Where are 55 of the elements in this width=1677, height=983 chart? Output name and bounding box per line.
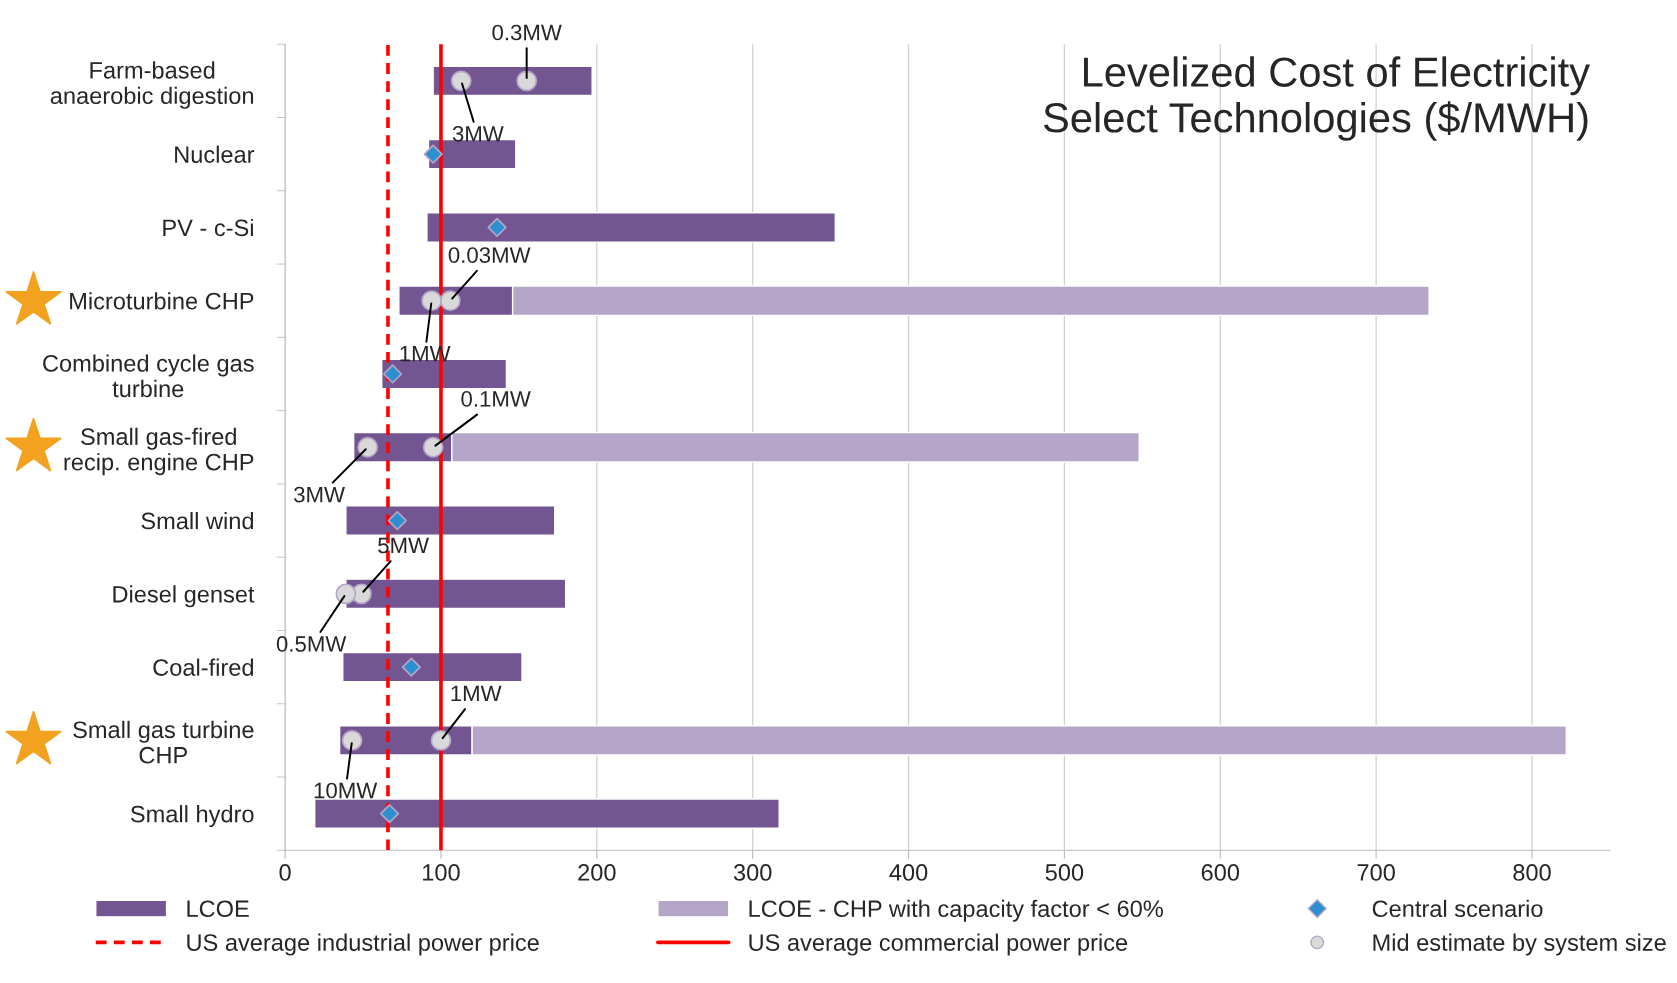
annotation: 3MW [294,486,345,503]
y-tick-label: Nuclear [175,145,255,163]
y-tick-label: Coal-fired [153,658,254,676]
y-tick-label: Combined cycle gas turbine [43,354,254,398]
point [379,804,400,824]
point [421,290,443,312]
legend-label: Central scenario [1372,899,1543,918]
legend-label: LCOE - CHP with capacity factor < 60% [749,899,1163,922]
x-tick-label: 700 [1357,864,1395,881]
y-tick-label: Small gas-fired recip. engine CHP [64,427,254,476]
point [401,657,421,677]
y-tick-label: Microturbine CHP [70,292,254,310]
x-tick-label: 800 [1513,864,1551,881]
annotation: 1MW [451,685,502,702]
legend-label: LCOE [187,900,249,918]
point [422,436,444,458]
annotation: 5MW [378,537,429,554]
annotation: 10MW [314,782,378,799]
text: Levelized Cost of Electricity Select Technologies ($/MWH) [1043,56,1590,141]
point [383,364,403,384]
annotation: 0.5MW [276,636,347,652]
legend-label: US average commercial power price [749,933,1128,956]
point [439,290,461,312]
legend-label: US average industrial power price [187,933,539,956]
y-tick-label: Small hydro [130,805,254,828]
x-tick-label: 500 [1045,864,1084,881]
point [487,217,507,238]
annotation: 0.03MW [448,247,531,263]
point [450,70,472,92]
point [387,510,407,531]
annotation: 3MW [452,125,504,142]
point [335,583,357,605]
point [357,436,379,458]
point [516,70,538,92]
y-tick-label: Diesel genset [113,585,255,608]
x-tick-label: 600 [1201,864,1240,881]
point [430,729,452,751]
bar [342,651,523,683]
x-tick-label: 200 [578,864,616,881]
x-tick-label: 300 [733,864,772,881]
x-tick-label: 0 [279,864,291,881]
y-tick-label: Small wind [141,511,254,530]
point [423,144,443,164]
x-tick-label: 400 [889,864,928,881]
y-tick-label: Farm-based anaerobic digestion [50,61,254,109]
y-tick-label: Small gas turbine CHP [73,720,254,764]
bar [426,212,836,243]
bar [345,505,556,536]
annotation: 0.1MW [461,391,531,407]
bar [314,798,780,830]
x-tick-label: 100 [423,864,460,881]
y-tick-label: PV - c-Si [163,218,253,237]
legend-label: Mid estimate by system size [1373,933,1666,956]
annotation: 0.3MW [492,24,562,41]
point [341,729,363,751]
